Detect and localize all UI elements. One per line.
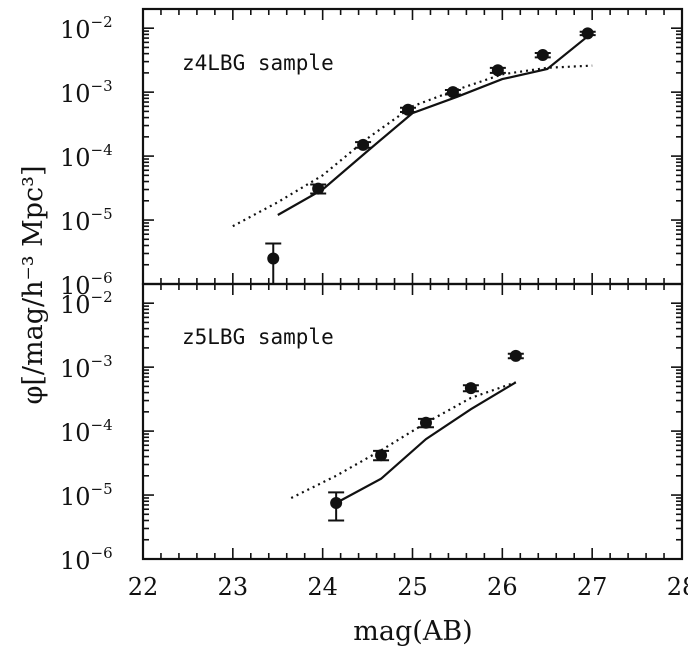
y-tick-label-top: 10−4 [60, 141, 113, 172]
panel-label-z4lbg: z4LBG sample [182, 51, 334, 75]
data-point-bottom [464, 382, 477, 395]
x-tick-label: 23 [218, 573, 249, 601]
y-tick-label-bottom: 10−5 [60, 480, 113, 511]
y-tick-label-bottom: 10−6 [60, 544, 113, 575]
y-tick-label-bottom: 10−3 [60, 352, 113, 383]
data-point-top [357, 138, 370, 151]
solid-line-top [277, 31, 593, 216]
data-point-top [581, 27, 594, 40]
x-axis-label: mag(AB) [353, 616, 472, 647]
y-tick-label-top: 10−3 [60, 77, 113, 108]
data-point-top [491, 64, 504, 77]
y-tick-label-top: 10−6 [60, 269, 113, 300]
y-tick-label-bottom: 10−2 [60, 288, 113, 319]
x-tick-label: 26 [487, 573, 518, 601]
x-tick-label: 28 [667, 573, 688, 601]
dotted-line-bottom [290, 381, 517, 499]
panel-label-z5lbg: z5LBG sample [182, 325, 334, 349]
panel-z5lbg: 10−2 10−3 10−4 10−5 10−6 22 23 24 25 26 27 28 [60, 282, 688, 601]
x-tick-label: 24 [307, 573, 338, 601]
x-tick-label: 22 [128, 573, 159, 601]
y-tick-label-bottom: 10−4 [60, 416, 113, 447]
y-axis-label: φ[/mag/h⁻³ Mpc³] [18, 165, 49, 404]
x-tick-label: 27 [577, 573, 608, 601]
data-point-bottom [509, 349, 522, 362]
dotted-line-top [232, 64, 593, 228]
x-tick-label: 25 [397, 573, 428, 601]
data-point-bottom [375, 449, 388, 462]
panel-z4lbg: 10−2 10−3 10−4 10−5 10−6 [60, 7, 684, 300]
data-point-bottom [419, 416, 432, 429]
y-tick-label-top: 10−5 [60, 205, 113, 236]
y-tick-label-top: 10−2 [60, 13, 113, 44]
data-point-top [267, 252, 280, 265]
data-point-top [536, 49, 549, 62]
solid-line-bottom [335, 381, 517, 504]
